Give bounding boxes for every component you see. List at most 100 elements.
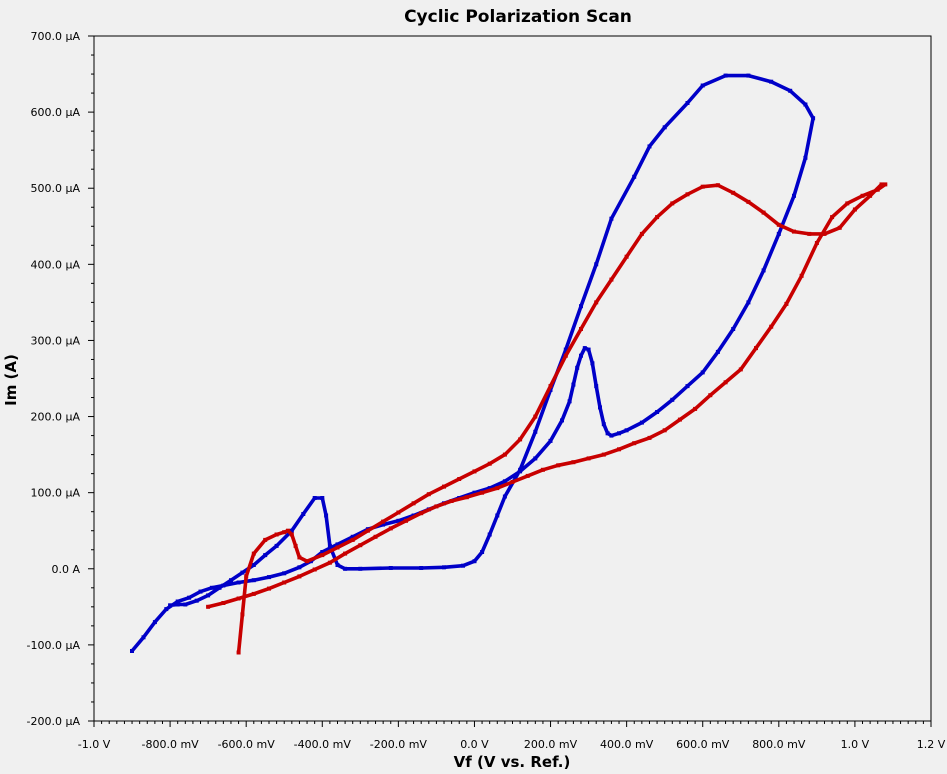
- series-1-point: [206, 593, 211, 598]
- series-1-point: [141, 635, 146, 640]
- series-1-point: [518, 467, 523, 472]
- series-2-point: [373, 534, 378, 539]
- series-1-point: [624, 428, 629, 433]
- series-1-point: [229, 578, 233, 583]
- series-2-point: [685, 192, 690, 197]
- series-1-point: [175, 602, 180, 607]
- series-1-point: [442, 565, 446, 570]
- series-2-point: [388, 526, 393, 531]
- y-tick-label: 600.0 µA: [30, 106, 80, 119]
- series-2-point: [518, 437, 523, 442]
- series-1-point: [567, 399, 572, 404]
- series-2-point: [799, 273, 804, 278]
- series-2-point: [365, 528, 370, 533]
- series-1-point: [803, 102, 808, 107]
- series-1-point: [194, 598, 199, 603]
- series-1-point: [548, 438, 553, 443]
- series-1-point: [267, 575, 271, 580]
- series-1-point: [472, 559, 477, 564]
- series-2-point: [677, 417, 682, 422]
- series-1-point: [586, 347, 591, 352]
- series-1-point: [560, 418, 564, 423]
- series-1-point: [320, 496, 325, 500]
- series-1-point: [168, 603, 173, 608]
- series-1-point: [746, 73, 751, 78]
- series-1-point: [601, 422, 606, 427]
- series-1-point: [685, 384, 690, 389]
- series-2-point: [670, 201, 675, 206]
- series-1-point: [792, 193, 796, 198]
- series-2-point: [236, 596, 241, 601]
- series-2-point: [754, 346, 758, 351]
- series-1-point: [700, 83, 705, 88]
- series-2-point: [715, 183, 720, 188]
- series-2-point: [480, 490, 485, 495]
- series-2-point: [381, 519, 386, 524]
- series-2-point: [731, 190, 736, 195]
- series-2-point: [761, 210, 766, 215]
- series-1-point: [335, 542, 340, 547]
- series-1-point: [776, 231, 781, 236]
- series-2-point: [434, 504, 439, 509]
- series-2-point: [693, 406, 698, 411]
- series-2-point: [708, 393, 713, 398]
- series-2-point: [426, 492, 431, 497]
- series-1-point: [301, 512, 306, 516]
- y-tick-label: 500.0 µA: [30, 182, 80, 195]
- series-1-point: [594, 384, 599, 389]
- series-2-point: [289, 532, 294, 537]
- y-tick-label: 100.0 µA: [30, 487, 80, 500]
- series-2-point: [852, 207, 857, 212]
- series-1-point: [388, 566, 393, 570]
- series-2-point: [320, 553, 325, 558]
- series-1-point: [605, 431, 610, 436]
- series-1-point: [419, 566, 424, 570]
- series-1-point: [198, 589, 203, 594]
- series-1-point: [617, 431, 621, 436]
- series-1-point: [723, 73, 728, 78]
- series-2-point: [784, 301, 789, 306]
- y-axis-title: Im (A): [2, 354, 20, 406]
- y-tick-label: 400.0 µA: [30, 258, 80, 271]
- y-tick-label: 300.0 µA: [30, 334, 80, 347]
- series-1-point: [769, 79, 774, 84]
- series-2-point: [875, 187, 880, 192]
- series-1-point: [183, 602, 188, 607]
- series-1-point: [579, 353, 583, 358]
- series-2-point: [282, 530, 287, 535]
- series-2-line: [206, 182, 888, 655]
- y-tick-label: 200.0 µA: [30, 411, 80, 424]
- series-1-point: [236, 580, 241, 585]
- x-tick-label: 0.0 V: [460, 738, 489, 751]
- y-tick-label: 700.0 µA: [30, 30, 80, 43]
- series-1-point: [396, 518, 401, 523]
- series-1-point: [263, 553, 268, 558]
- series-2-point: [335, 545, 340, 550]
- series-2-point: [883, 182, 888, 187]
- series-2-point: [723, 380, 728, 385]
- series-2-point: [594, 300, 599, 305]
- series-2-point: [609, 277, 614, 282]
- series-2-point: [586, 456, 591, 461]
- y-tick-label: -100.0 µA: [27, 639, 81, 652]
- x-tick-label: -200.0 mV: [370, 738, 428, 751]
- y-tick-label: 0.0 A: [51, 563, 80, 576]
- chart-title: Cyclic Polarization Scan: [404, 7, 632, 27]
- series-layer: [130, 73, 888, 655]
- series-1-point: [358, 566, 363, 571]
- series-1-point: [761, 268, 766, 273]
- series-2-point: [639, 231, 644, 236]
- series-1-point: [670, 397, 675, 402]
- series-1-point: [164, 607, 169, 612]
- series-2-point: [563, 353, 568, 358]
- series-2-point: [244, 574, 249, 579]
- series-1-point: [343, 566, 348, 571]
- series-2-point: [662, 428, 667, 433]
- series-2-point: [297, 555, 302, 560]
- series-1-point: [746, 300, 751, 305]
- series-2-point: [286, 528, 290, 533]
- series-2-point: [419, 511, 424, 516]
- series-1-point: [495, 513, 500, 518]
- series-1-point: [685, 101, 690, 105]
